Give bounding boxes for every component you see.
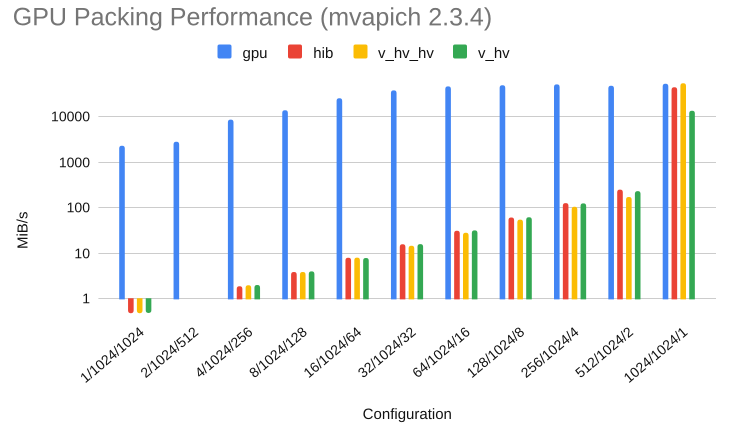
svg-text:1: 1 (82, 290, 90, 306)
svg-text:100: 100 (67, 199, 91, 215)
svg-text:10: 10 (74, 245, 90, 261)
svg-text:v_hv: v_hv (478, 45, 510, 62)
svg-text:1000: 1000 (59, 154, 90, 170)
svg-text:hib: hib (313, 45, 333, 62)
svg-text:10000: 10000 (51, 108, 90, 124)
svg-text:Configuration: Configuration (363, 406, 452, 423)
svg-text:GPU Packing Performance (mvapi: GPU Packing Performance (mvapich 2.3.4) (13, 3, 492, 31)
svg-text:v_hv_hv: v_hv_hv (378, 45, 434, 62)
svg-text:MiB/s: MiB/s (15, 212, 32, 250)
svg-text:gpu: gpu (242, 45, 267, 62)
